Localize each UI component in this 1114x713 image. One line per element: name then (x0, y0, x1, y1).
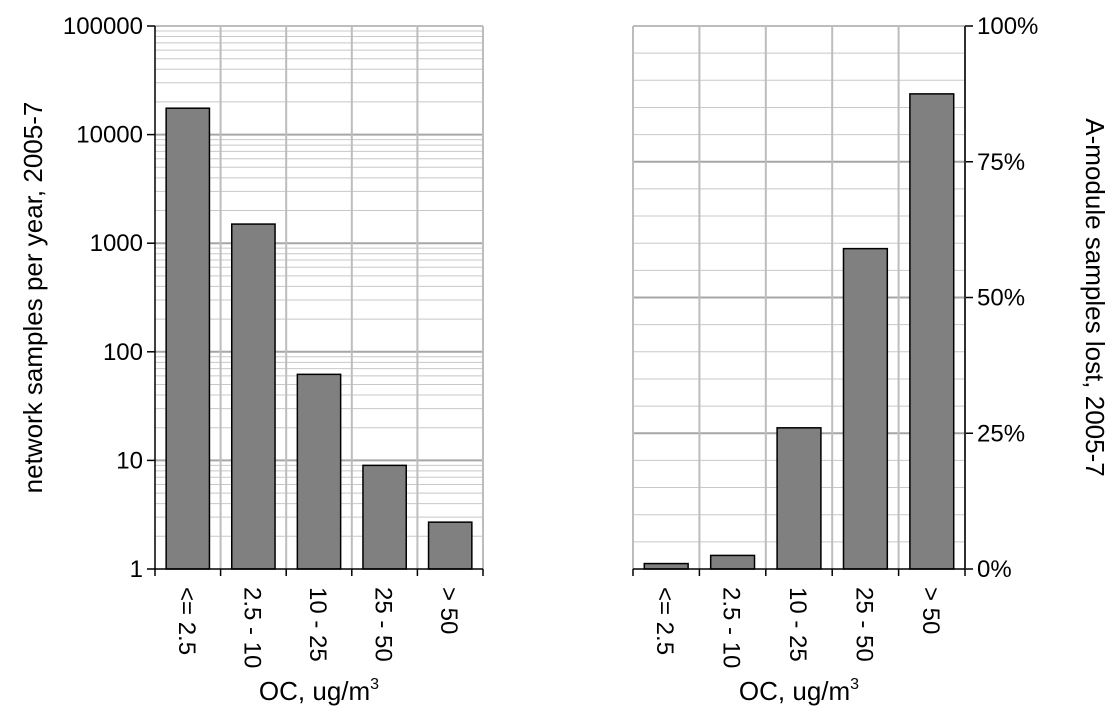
bar (909, 93, 955, 570)
bar (296, 373, 342, 570)
bar (231, 223, 276, 570)
x-tick-label: 25 - 50 (850, 587, 877, 662)
x-tick-label: 10 - 25 (784, 587, 811, 662)
x-tick-label: > 50 (917, 587, 944, 634)
left-chart: 1 10 100 1000 10000 100000 <= 2.5 2.5 - 10 10 - … (18, 13, 484, 706)
y-tick-label: 10000 (76, 122, 143, 149)
y-tick-label: 0% (977, 556, 1012, 583)
x-tick-label: 2.5 - 10 (238, 587, 265, 668)
y-axis-title: A-module samples lost, 2005-7 (1080, 118, 1110, 476)
bars (643, 93, 955, 570)
y-tick-label: 100 (103, 339, 143, 366)
x-axis-title-text: OC, ug/m (259, 676, 370, 706)
x-tick-label: 10 - 25 (304, 587, 331, 662)
bar (165, 107, 211, 570)
y-tick-label: 25% (977, 420, 1025, 447)
bar (709, 554, 756, 570)
right-chart: 0% 25% 50% 75% 100% <= 2.5 2.5 - 10 10 - 25 25 -… (632, 13, 1110, 706)
bars (165, 107, 473, 570)
y-tick-label: 100% (977, 13, 1038, 40)
x-tick-label: <= 2.5 (651, 587, 678, 655)
bar (427, 521, 473, 570)
y-tick-labels: 1 10 100 1000 10000 100000 (63, 13, 143, 583)
y-tick-label: 75% (977, 149, 1025, 176)
x-tick-labels: <= 2.5 2.5 - 10 10 - 25 25 - 50 > 50 (173, 587, 462, 668)
x-tick-labels: <= 2.5 2.5 - 10 10 - 25 25 - 50 > 50 (651, 587, 944, 668)
x-tick-label: <= 2.5 (173, 587, 200, 655)
y-tick-label: 50% (977, 285, 1025, 312)
bar (643, 562, 689, 570)
x-axis-title: OC, ug/m3 (259, 676, 379, 706)
y-tick-label: 10 (116, 447, 143, 474)
x-tick-label: 25 - 50 (370, 587, 397, 662)
x-tick-label: 2.5 - 10 (718, 587, 745, 668)
x-axis-title-text: OC, ug/m (739, 676, 850, 706)
bar (776, 427, 822, 570)
y-tick-label: 1 (130, 556, 143, 583)
bar (362, 464, 407, 570)
y-axis-title: network samples per year, 2005-7 (18, 102, 48, 494)
x-axis-title: OC, ug/m3 (739, 676, 859, 706)
bar (842, 247, 889, 570)
x-axis-title-superscript: 3 (370, 676, 379, 693)
x-axis-title-superscript: 3 (850, 676, 859, 693)
vertical-gridlines (219, 26, 484, 569)
x-tick-label: > 50 (435, 587, 462, 634)
y-tick-label: 100000 (63, 13, 143, 40)
y-tick-labels: 0% 25% 50% 75% 100% (977, 13, 1038, 583)
y-tick-label: 1000 (90, 230, 143, 257)
